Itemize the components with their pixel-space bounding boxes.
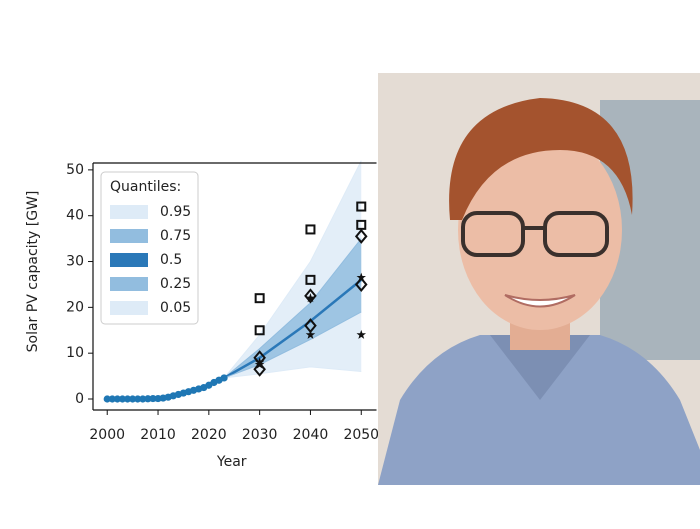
y-tick-label: 50 bbox=[66, 162, 84, 178]
scenario-star bbox=[305, 293, 316, 303]
scenario-star bbox=[356, 329, 367, 339]
quantile-line bbox=[223, 238, 362, 379]
legend-label: 0.75 bbox=[160, 228, 191, 244]
scenario-square bbox=[305, 224, 316, 235]
glasses-left bbox=[461, 211, 525, 257]
x-tick-label: 2020 bbox=[191, 427, 227, 443]
legend-swatch bbox=[110, 253, 148, 267]
y-tick-label: 20 bbox=[66, 299, 84, 315]
portrait-photo bbox=[378, 73, 700, 485]
x-tick-label: 2040 bbox=[293, 427, 329, 443]
x-tick-label: 2010 bbox=[140, 427, 176, 443]
scenario-square bbox=[356, 201, 367, 212]
quantile-line bbox=[223, 278, 363, 380]
legend-label: 0.25 bbox=[160, 276, 191, 292]
scenario-square bbox=[305, 274, 316, 285]
history-point bbox=[123, 395, 132, 403]
history-point bbox=[134, 395, 142, 403]
y-tick-label: 10 bbox=[66, 345, 84, 361]
smile bbox=[504, 294, 576, 308]
hair bbox=[449, 98, 633, 220]
scenario-diamond bbox=[354, 276, 368, 292]
x-tick-label: 2030 bbox=[242, 427, 278, 443]
quantile-line bbox=[223, 160, 362, 379]
legend-swatch bbox=[110, 301, 148, 315]
history-point bbox=[118, 395, 127, 403]
history-point bbox=[129, 395, 137, 403]
x-tick-label: 2000 bbox=[89, 427, 125, 443]
x-axis-label: Year bbox=[216, 454, 247, 470]
legend-swatch bbox=[110, 205, 148, 219]
scenario-diamond bbox=[304, 288, 317, 304]
y-tick-label: 30 bbox=[66, 254, 84, 270]
scenario-star bbox=[254, 359, 265, 369]
history-point bbox=[144, 395, 152, 403]
y-tick-label: 0 bbox=[75, 391, 84, 407]
scenario-diamond bbox=[253, 361, 266, 377]
shirt bbox=[378, 335, 700, 485]
collar bbox=[490, 335, 590, 400]
scenario-square bbox=[254, 293, 265, 304]
quantile-line bbox=[223, 311, 362, 379]
history-point bbox=[220, 374, 228, 382]
scenario-diamond bbox=[354, 228, 368, 244]
legend-swatch bbox=[110, 229, 148, 243]
history-point bbox=[113, 395, 121, 403]
legend-label: 0.05 bbox=[160, 300, 191, 316]
quantile-line bbox=[224, 366, 362, 379]
glasses-right bbox=[543, 211, 609, 257]
history-point bbox=[108, 395, 116, 403]
y-axis-label: Solar PV capacity [GW] bbox=[25, 191, 41, 353]
legend-swatch bbox=[110, 277, 148, 291]
scenario-star bbox=[356, 272, 367, 282]
history-point bbox=[149, 394, 157, 403]
legend-title: Quantiles: bbox=[110, 179, 181, 195]
scenario-star bbox=[305, 329, 316, 339]
quantile-band bbox=[224, 238, 362, 378]
scenario-square bbox=[254, 325, 265, 336]
legend-label: 0.95 bbox=[160, 204, 191, 220]
history-point bbox=[139, 395, 147, 403]
history-point bbox=[103, 395, 111, 403]
legend-label: 0.5 bbox=[160, 252, 182, 268]
legend: Quantiles: 0.95 0.75 0.5 0.25 0.05 bbox=[100, 171, 199, 325]
x-tick-label: 2050 bbox=[343, 427, 379, 443]
y-tick-label: 40 bbox=[66, 208, 84, 224]
